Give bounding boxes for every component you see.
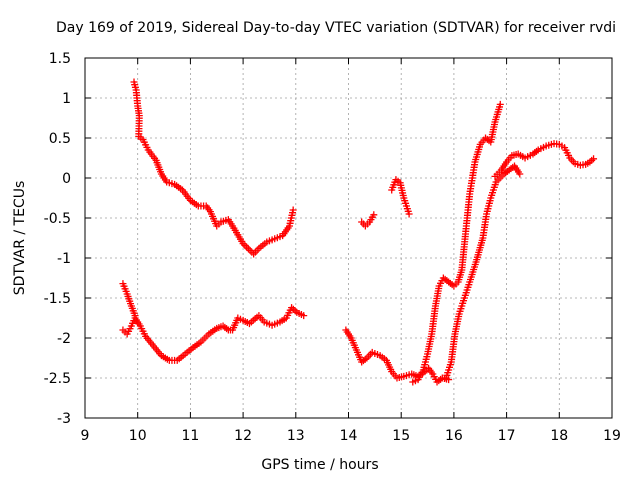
series-arc-8 [442,162,524,382]
series-arc-5 [358,211,378,230]
y-tick-label: -2 [57,331,71,347]
data-point [246,247,254,255]
series-arc-9 [491,140,598,180]
x-tick-label: 14 [340,428,358,444]
data-point [590,155,598,163]
y-tick-label: 1 [62,91,71,107]
plot-frame [84,57,613,419]
grid [85,58,612,418]
x-tick-label: 13 [287,428,305,444]
data-point [496,100,504,108]
x-tick-label: 10 [129,428,147,444]
y-tick-label: -1.5 [44,291,71,307]
x-axis-label: GPS time / hours [261,457,379,473]
series-arc-6 [388,176,413,218]
data-point [244,245,252,253]
y-tick-label: -2.5 [44,371,71,387]
x-tick-label: 17 [498,428,516,444]
data-point [405,210,413,218]
series-arc-7 [409,100,504,386]
x-tick-label: 19 [603,428,621,444]
data-point [131,312,139,320]
x-tick-label: 11 [181,428,199,444]
data-points [119,78,598,386]
series-arc-3 [119,280,139,320]
data-point [243,243,251,251]
series-arc-1 [130,78,297,258]
x-tick-label: 12 [234,428,252,444]
y-tick-label: 0.5 [49,131,71,147]
y-tick-label: -0.5 [44,211,71,227]
data-point [300,312,308,320]
series-arc-4 [342,326,453,386]
data-point [370,211,378,219]
chart-title: Day 169 of 2019, Sidereal Day-to-day VTE… [56,20,617,36]
x-tick-label: 15 [392,428,410,444]
data-point [289,206,297,214]
y-tick-label: -3 [57,411,71,427]
data-point [516,170,524,178]
y-tick-label: 1.5 [49,51,71,67]
x-tick-label: 18 [550,428,568,444]
series-arc-2 [119,304,308,364]
tick-labels: 9 10 11 12 13 14 15 16 17 18 19-3-2.5-2-1.5-1-0.50… [44,51,621,444]
y-tick-label: -1 [57,251,71,267]
x-tick-label: 9 [81,428,90,444]
x-tick-label: 16 [445,428,463,444]
y-tick-label: 0 [62,171,71,187]
